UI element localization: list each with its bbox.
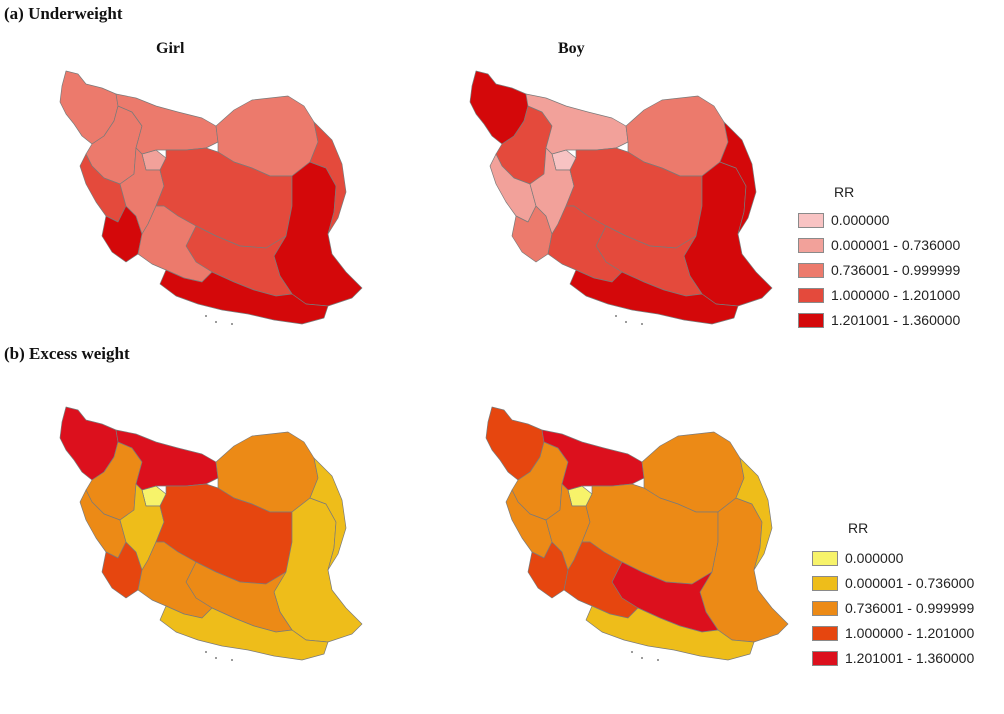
legend-item: 0.000000 — [812, 548, 903, 568]
island-dot — [231, 323, 233, 325]
legend-label: 0.000000 — [845, 550, 904, 566]
island-dot — [615, 315, 617, 317]
choropleth-svg — [59, 406, 363, 661]
legend-item: 0.000000 — [798, 210, 889, 230]
underweight-girl-map — [52, 62, 372, 337]
island-dot — [205, 651, 207, 653]
legend-item: 0.000001 - 0.736000 — [812, 573, 974, 593]
legend-label: 1.201001 - 1.360000 — [845, 650, 975, 666]
island-dot — [625, 321, 627, 323]
island-dot — [205, 315, 207, 317]
province-east — [735, 457, 773, 571]
legend-swatch — [812, 600, 838, 616]
underweight-legend: RR 0.000000 0.000001 - 0.736000 0.736001… — [798, 184, 998, 344]
legend-swatch — [798, 287, 824, 303]
legend-item: 1.000000 - 1.201000 — [812, 623, 974, 643]
map-title-boy: Boy — [558, 40, 585, 57]
province-east — [309, 457, 347, 571]
underweight-boy-map — [462, 62, 782, 337]
legend-label: 0.000000 — [831, 212, 890, 228]
province-east — [309, 121, 347, 235]
legend-item: 1.201001 - 1.360000 — [812, 648, 974, 668]
legend-item: 0.736001 - 0.999999 — [812, 598, 974, 618]
province-hormozgan — [159, 269, 329, 325]
legend-swatch — [798, 312, 824, 328]
legend-label: 0.000001 - 0.736000 — [845, 575, 975, 591]
island-dot — [231, 659, 233, 661]
province-fars — [137, 541, 213, 619]
province-fars — [137, 205, 213, 283]
legend-label: 1.000000 - 1.201000 — [845, 625, 975, 641]
legend-item: 1.000000 - 1.201000 — [798, 285, 960, 305]
island-dot — [641, 323, 643, 325]
island-dot — [631, 651, 633, 653]
province-fars — [563, 541, 639, 619]
excess-weight-girl-map — [52, 398, 372, 673]
panel-title-underweight: (a) Underweight — [4, 4, 123, 23]
excess-weight-legend: RR 0.000000 0.000001 - 0.736000 0.736001… — [812, 520, 1002, 680]
excess-weight-boy-map — [478, 398, 798, 673]
legend-swatch — [812, 550, 838, 566]
legend-label: 0.736001 - 0.999999 — [831, 262, 961, 278]
legend-swatch — [798, 237, 824, 253]
legend-label: 1.201001 - 1.360000 — [831, 312, 961, 328]
panel-title-excess-weight: (b) Excess weight — [4, 344, 130, 363]
map-title-girl: Girl — [156, 40, 185, 57]
province-hormozgan — [569, 269, 739, 325]
island-dot — [641, 657, 643, 659]
province-fars — [547, 205, 623, 283]
legend-label: 0.736001 - 0.999999 — [845, 600, 975, 616]
legend-swatch — [812, 575, 838, 591]
island-dot — [215, 657, 217, 659]
legend-label: 1.000000 - 1.201000 — [831, 287, 961, 303]
legend-swatch — [798, 262, 824, 278]
legend-item: 0.736001 - 0.999999 — [798, 260, 960, 280]
legend-title: RR — [848, 520, 869, 536]
province-hormozgan — [159, 605, 329, 661]
legend-swatch — [812, 625, 838, 641]
choropleth-svg — [469, 70, 773, 325]
legend-swatch — [812, 650, 838, 666]
choropleth-svg — [485, 406, 789, 661]
legend-swatch — [798, 212, 824, 228]
legend-title: RR — [834, 184, 855, 200]
legend-item: 0.000001 - 0.736000 — [798, 235, 960, 255]
province-hormozgan — [585, 605, 755, 661]
province-east — [719, 121, 757, 235]
choropleth-svg — [59, 70, 363, 325]
island-dot — [657, 659, 659, 661]
island-dot — [215, 321, 217, 323]
legend-label: 0.000001 - 0.736000 — [831, 237, 961, 253]
legend-item: 1.201001 - 1.360000 — [798, 310, 960, 330]
